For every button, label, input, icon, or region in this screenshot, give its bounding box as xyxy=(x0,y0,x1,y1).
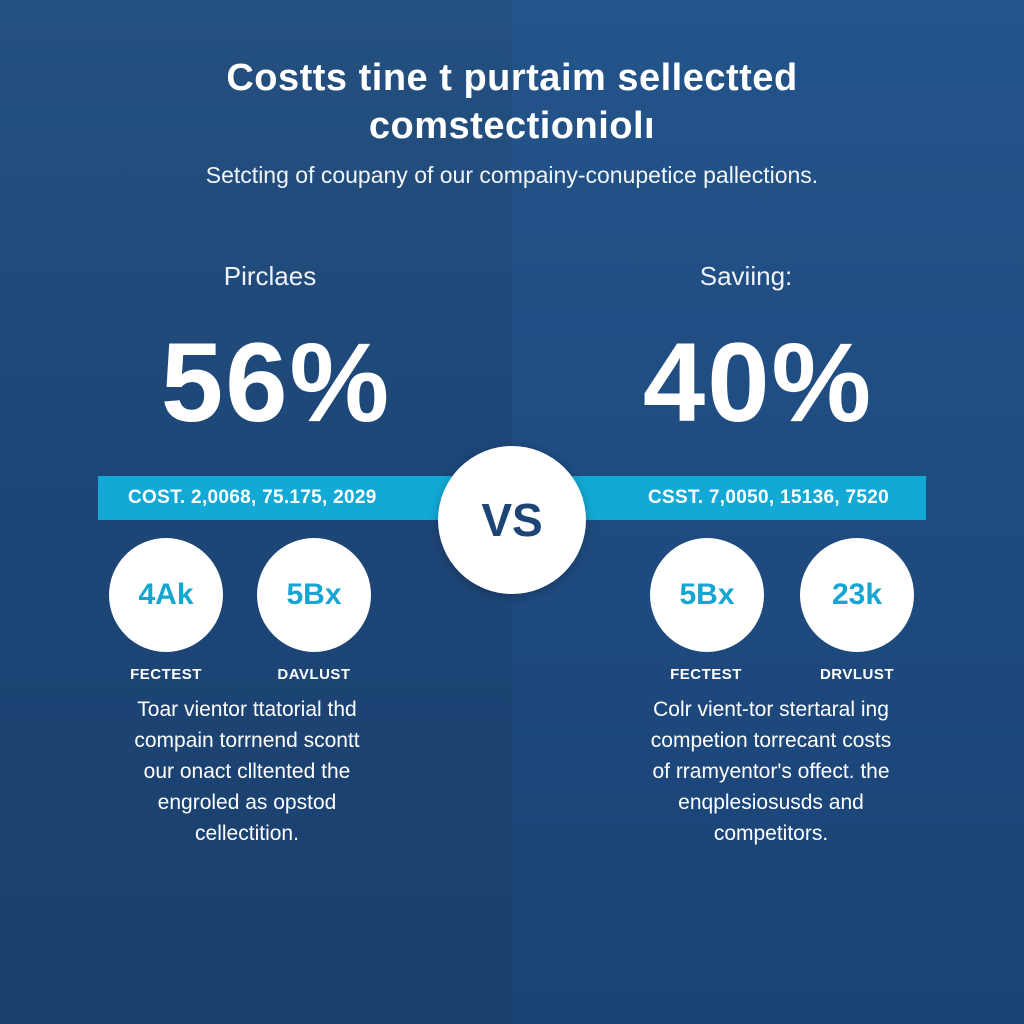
right-description-line: enqplesiosusds and xyxy=(678,791,864,814)
right-column-label: Saviing: xyxy=(699,261,793,291)
right-stat-circle-2: 23k xyxy=(800,538,914,652)
right-percentage: 40% xyxy=(642,320,874,445)
vs-badge: VS xyxy=(438,446,586,594)
left-stat-label-2: DAVLUST xyxy=(277,666,351,683)
page-title-line-2: comstectioniolı xyxy=(368,105,656,147)
left-description: Toar vientor ttatorial thd compain torrn… xyxy=(82,694,412,849)
left-description-line: cellectition. xyxy=(195,822,299,845)
left-stat-label-1: FECTEST xyxy=(130,666,202,683)
left-description-line: our onact clltented the xyxy=(143,760,351,783)
left-description-line: Toar vientor ttatorial thd xyxy=(137,698,357,721)
left-stat-circle-2: 5Bx xyxy=(257,538,371,652)
left-column-label: Pirclaes xyxy=(223,261,317,291)
right-stat-circle-1: 5Bx xyxy=(650,538,764,652)
page-title-line-1: Costts tine t purtaim sellectted xyxy=(226,57,798,99)
left-description-line: engroled as opstod xyxy=(157,791,337,814)
page-subtitle: Setcting of coupany of our compainy-conu… xyxy=(205,162,819,188)
right-cost-text: CSST. 7,0050, 15136, 7520 xyxy=(648,487,889,508)
right-stat-label-1: FECTEST xyxy=(670,666,742,683)
right-description-line: Colr vient-tor stertaral ing xyxy=(653,698,889,721)
left-stat-circle-1: 4Ak xyxy=(109,538,223,652)
left-cost-text: COST. 2,0068, 75.175, 2029 xyxy=(128,487,377,508)
left-cost-band xyxy=(98,476,470,520)
right-description-line: competitors. xyxy=(713,822,829,845)
right-description: Colr vient-tor stertaral ing competion t… xyxy=(606,694,936,849)
left-percentage: 56% xyxy=(160,320,392,445)
right-stat-label-2: DRVLUST xyxy=(819,666,895,683)
left-description-line: compain torrnend scontt xyxy=(134,729,360,752)
right-description-line: of rramyentor's offect. the xyxy=(652,760,890,783)
right-cost-band xyxy=(554,476,926,520)
right-description-line: competion torrecant costs xyxy=(650,729,892,752)
